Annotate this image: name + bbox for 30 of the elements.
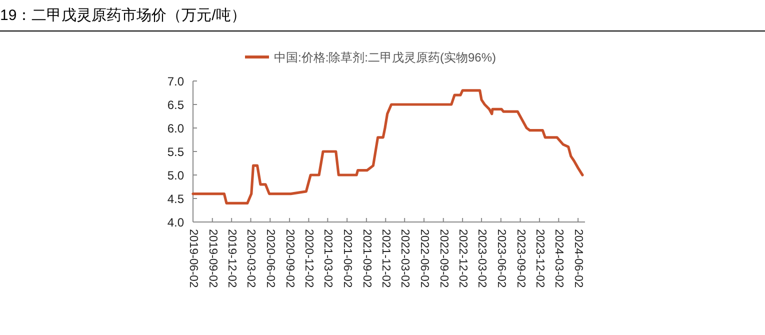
x-tick-label: 2021-09-02	[360, 229, 372, 288]
x-tick-label: 2020-09-02	[284, 229, 296, 288]
y-tick-label: 4.5	[167, 192, 184, 206]
x-tick-label: 2020-12-02	[302, 229, 315, 288]
x-tick-label: 2023-03-02	[476, 229, 488, 288]
x-tick-label: 2023-06-02	[494, 229, 507, 288]
chart-title: 19：二甲戊灵原药市场价（万元/吨）	[0, 7, 246, 24]
x-tick-label: 2023-12-02	[533, 229, 546, 288]
x-tick-label: 2022-12-02	[456, 229, 469, 288]
x-tick-label: 2022-06-02	[418, 229, 430, 288]
x-tick-label: 2023-09-02	[514, 229, 526, 288]
y-tick-label: 7.0	[167, 74, 184, 88]
y-tick-label: 4.0	[167, 216, 184, 230]
y-tick-label: 5.0	[167, 168, 184, 182]
x-tick-label: 2020-03-02	[244, 229, 257, 288]
y-tick-label: 5.5	[167, 145, 184, 159]
y-tick-label: 6.0	[167, 122, 184, 136]
x-tick-label: 2024-06-02	[572, 229, 584, 288]
x-tick-label: 2022-09-02	[437, 229, 450, 288]
x-tick-label: 2021-12-02	[380, 229, 392, 288]
x-tick-label: 2022-03-02	[398, 229, 411, 288]
x-tick-label: 2020-06-02	[264, 229, 276, 288]
y-tick-label: 6.5	[167, 98, 184, 112]
x-tick-label: 2019-06-02	[187, 229, 199, 288]
x-tick-label: 2021-03-02	[322, 229, 334, 288]
x-tick-label: 2019-12-02	[226, 229, 238, 288]
x-tick-label: 2024-03-02	[552, 229, 565, 288]
x-tick-label: 2021-06-02	[341, 229, 354, 288]
legend-label: 中国:价格:除草剂:二甲戊灵原药(实物96%)	[274, 50, 496, 64]
x-tick-label: 2019-09-02	[206, 229, 218, 288]
